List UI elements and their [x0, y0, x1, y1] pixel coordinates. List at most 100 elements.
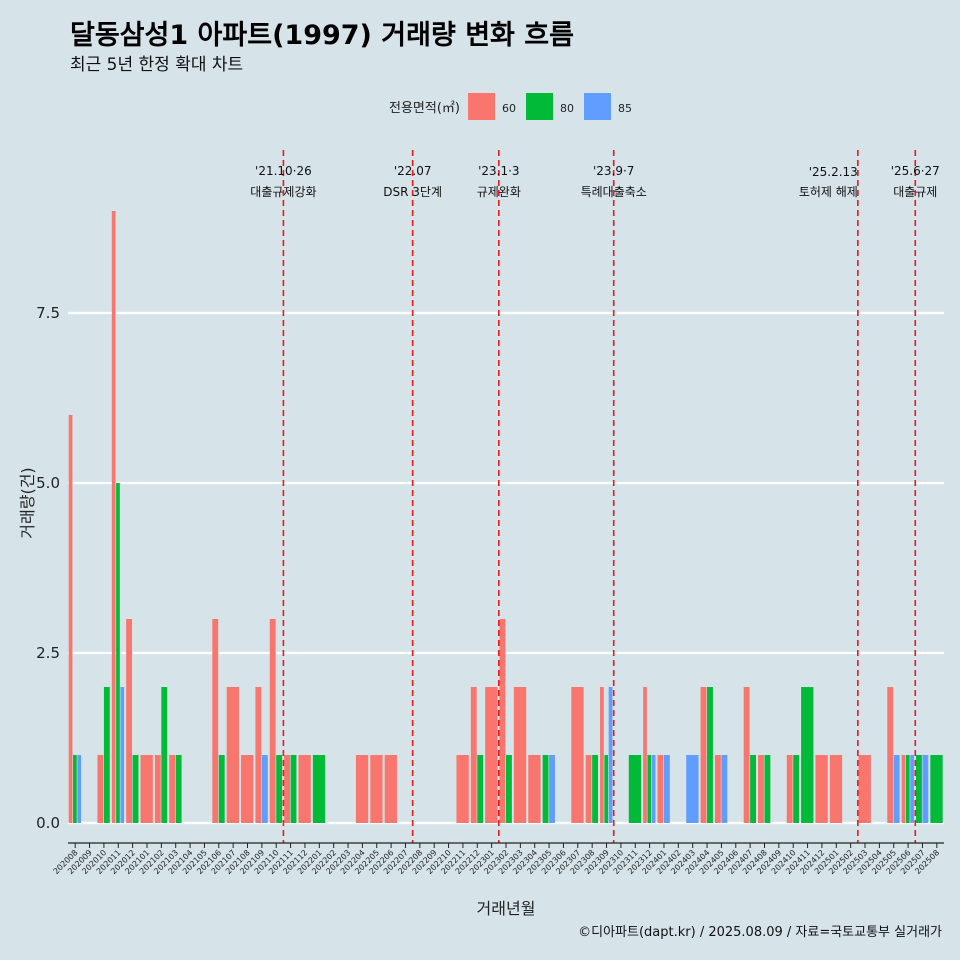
bar — [657, 755, 664, 823]
legend-swatch — [526, 93, 553, 120]
bar — [750, 755, 756, 823]
bar — [485, 687, 498, 823]
bar — [743, 687, 750, 823]
event-lines: '21.10·26 대출규제강화 '22.07 DSR 3단계 '23.1·3 규제완화 '… — [250, 150, 940, 843]
event-label: 대출규제 — [893, 185, 937, 199]
bar — [801, 687, 814, 823]
bar — [651, 755, 656, 823]
bar — [643, 687, 647, 823]
bar — [887, 687, 894, 823]
bar — [132, 755, 139, 823]
bar — [355, 755, 369, 823]
bar — [916, 755, 922, 823]
x-axis: 2020082020092020102020112020122021012021… — [52, 842, 944, 876]
bar — [370, 755, 383, 823]
bar — [910, 755, 914, 823]
event-label: 대출규제강화 — [250, 185, 316, 199]
y-tick-label: 0.0 — [36, 814, 60, 832]
chart-title: 달동삼성1 아파트(1997) 거래량 변화 흐름 — [70, 20, 574, 51]
bar — [858, 755, 871, 823]
bar — [169, 755, 176, 823]
event-date: '23.9·7 — [593, 164, 634, 178]
event-date: '25.2.13 — [809, 165, 858, 179]
bar — [707, 687, 713, 823]
event-label: 특례대출축소 — [581, 185, 647, 199]
bar — [764, 755, 771, 823]
bar — [793, 755, 800, 823]
bar — [111, 211, 116, 823]
legend-label: 85 — [618, 102, 632, 115]
bar — [499, 619, 506, 823]
bar — [126, 619, 133, 823]
event-date: '21.10·26 — [255, 164, 312, 178]
bar — [600, 687, 604, 823]
legend-label: 80 — [560, 102, 574, 115]
event-date: '23.1·3 — [478, 164, 519, 178]
event-date: '25.6·27 — [891, 164, 940, 178]
event-label: 규제완화 — [477, 185, 521, 199]
bar — [226, 687, 240, 823]
legend-swatch — [584, 93, 611, 120]
bar — [758, 755, 764, 823]
bar — [647, 755, 652, 823]
bar — [786, 755, 793, 823]
bar — [714, 755, 721, 823]
bar — [893, 755, 900, 823]
y-axis-title: 거래량(건) — [18, 467, 37, 538]
bar — [456, 755, 469, 823]
bar — [68, 415, 73, 823]
bar — [528, 755, 541, 823]
bar — [97, 755, 104, 823]
bar — [542, 755, 549, 823]
legend-label: 60 — [502, 102, 516, 115]
y-axis: 0.0 2.5 5.0 7.5 — [36, 304, 60, 832]
bar — [592, 755, 599, 823]
bar — [829, 755, 843, 823]
bar — [549, 755, 555, 823]
bar — [477, 755, 484, 823]
bar — [116, 483, 120, 823]
bar — [815, 755, 828, 823]
bar — [103, 687, 110, 823]
bar — [585, 755, 592, 823]
bars — [68, 211, 943, 823]
bar — [604, 755, 609, 823]
bar — [628, 755, 642, 823]
bar — [140, 755, 153, 823]
bar — [298, 755, 311, 823]
bar — [700, 687, 707, 823]
bar — [571, 687, 584, 823]
event-date: '22.07 — [394, 164, 432, 178]
caption: ©디아파트(dapt.kr) / 2025.08.09 / 자료=국토교통부 실… — [578, 925, 942, 940]
bar — [905, 755, 910, 823]
y-tick-label: 7.5 — [36, 304, 60, 322]
bar — [241, 755, 254, 823]
event-label: 토허제 해제 — [799, 185, 858, 199]
bar — [284, 755, 290, 823]
bar — [901, 755, 906, 823]
bar — [686, 755, 699, 823]
bar — [470, 687, 477, 823]
y-tick-label: 5.0 — [36, 474, 60, 492]
bar — [506, 755, 512, 823]
bar — [269, 619, 276, 823]
bar — [930, 755, 943, 823]
bar — [513, 687, 527, 823]
bar — [663, 755, 670, 823]
bar — [120, 687, 125, 823]
bar — [212, 619, 219, 823]
bar — [290, 755, 297, 823]
legend: 전용면적(㎡) 60 80 85 — [389, 93, 632, 120]
bar — [161, 687, 168, 823]
legend-swatch — [468, 93, 495, 120]
bar — [255, 687, 262, 823]
bar — [175, 755, 182, 823]
legend-title: 전용면적(㎡) — [389, 101, 460, 116]
bar — [218, 755, 225, 823]
bar — [77, 755, 82, 823]
bar — [384, 755, 397, 823]
bar — [73, 755, 77, 823]
event-label: DSR 3단계 — [383, 185, 442, 199]
chart-subtitle: 최근 5년 한정 확대 차트 — [70, 55, 243, 75]
